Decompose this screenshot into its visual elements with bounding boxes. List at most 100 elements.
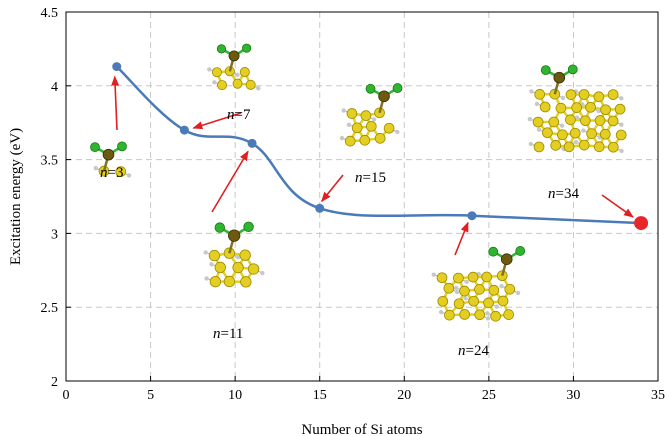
silicon-cluster (431, 246, 526, 322)
silicon-cluster (90, 141, 132, 178)
silicon-atom (504, 283, 516, 295)
hydrogen-atom (204, 276, 209, 281)
silicon-atom (607, 89, 619, 100)
cluster-label-value: =15 (363, 170, 386, 186)
silicon-atom (232, 78, 243, 89)
annotation-arrow (601, 194, 634, 218)
silicon-atom (359, 134, 371, 146)
silicon-atom (534, 89, 546, 100)
hydrogen-atom (235, 72, 240, 77)
hydrogen-atom (581, 128, 586, 133)
annotation-arrow (321, 174, 344, 203)
cluster-size-labels: n=3n=7n=11n=15n=24n=34 (100, 107, 579, 359)
silicon-atom (481, 271, 493, 283)
hydrogen-atom (431, 272, 436, 277)
silicon-atom (563, 141, 575, 153)
annotation-arrow (211, 150, 249, 213)
center-atom (228, 50, 240, 62)
silicon-atom (599, 128, 611, 140)
y-axis-label: Excitation energy (eV) (8, 128, 24, 265)
hydrogen-atom (463, 295, 468, 301)
silicon-atom (443, 282, 455, 294)
silicon-cluster (339, 83, 403, 147)
silicon-atom (488, 284, 500, 296)
hydrogen-atom (203, 250, 208, 255)
hydrogen-atom (235, 255, 241, 260)
x-tick-label: 5 (147, 388, 154, 403)
hydrogen-atom (527, 116, 533, 122)
silicon-atom (533, 141, 545, 153)
silicon-atom (209, 275, 222, 288)
silicon-atom (503, 309, 514, 320)
cluster-label-7: n=7 (227, 107, 251, 123)
center-atom (102, 148, 115, 161)
hydrogen-atom (256, 86, 261, 91)
hydrogen-atom (559, 123, 565, 128)
y-tick-labels: 2 2.5 3 3.5 4 4.5 (41, 6, 59, 390)
silicon-atom (607, 141, 619, 153)
hydrogen-atom (499, 284, 504, 289)
silicon-atom (467, 271, 479, 283)
chlorine-atom (488, 246, 499, 257)
hydrogen-atom (346, 122, 352, 128)
annotation-arrow (111, 75, 120, 131)
silicon-atom (593, 91, 605, 103)
silicon-atom (360, 110, 372, 121)
cluster-label-variable: n (548, 186, 556, 202)
silicon-atom (223, 275, 236, 288)
plot-frame (65, 11, 659, 382)
silicon-atom (615, 129, 627, 141)
silicon-atom (453, 272, 464, 284)
axis-ticks (65, 11, 659, 382)
silicon-atom (548, 116, 560, 128)
silicon-atom (607, 115, 619, 127)
chlorine-atom (392, 83, 403, 93)
silicon-atom (459, 309, 470, 320)
data-point (179, 125, 189, 135)
cluster-label-value: =7 (235, 107, 251, 123)
y-tick-label: 2.5 (41, 301, 59, 316)
cluster-label-variable: n (227, 107, 235, 123)
silicon-cluster (207, 43, 261, 91)
hydrogen-atom (536, 127, 542, 132)
grid-lines (66, 12, 658, 381)
hydrogen-atom (573, 139, 579, 145)
cluster-label-24: n=24 (458, 343, 489, 359)
cluster-label-34: n=34 (548, 186, 579, 202)
hydrogen-atom (619, 122, 624, 127)
silicon-atom (565, 114, 576, 126)
silicon-atom (453, 298, 465, 310)
chlorine-atom (214, 222, 225, 233)
data-point (112, 62, 122, 72)
x-tick-label: 30 (566, 388, 580, 403)
hydrogen-atom (485, 316, 491, 321)
hydrogen-atom (560, 95, 566, 101)
x-tick-label: 35 (651, 388, 665, 403)
center-atom (500, 253, 513, 265)
silicon-atom (593, 141, 605, 153)
x-tick-label: 20 (397, 388, 411, 403)
y-tick-label: 2 (51, 375, 58, 390)
silicon-atom (346, 108, 358, 119)
hydrogen-atom (464, 279, 469, 285)
silicon-atom (594, 115, 606, 126)
chlorine-atom (515, 246, 526, 256)
hydrogen-atom (93, 165, 98, 171)
hydrogen-atom (395, 129, 400, 135)
hydrogen-atom (341, 108, 346, 113)
silicon-atom (351, 122, 363, 134)
hydrogen-atom (212, 80, 217, 85)
silicon-atom (247, 263, 260, 275)
cluster-label-11: n=11 (213, 326, 243, 342)
chlorine-atom (243, 221, 254, 233)
silicon-atom (474, 309, 486, 321)
cluster-label-variable: n (458, 343, 466, 359)
cluster-label-variable: n (100, 165, 108, 181)
cluster-label-3: n=3 (100, 165, 123, 181)
silicon-atom (245, 79, 256, 90)
x-tick-labels: 0 5 10 15 20 25 30 35 (63, 388, 666, 403)
silicon-atom (374, 132, 386, 144)
y-tick-label: 4 (51, 80, 58, 95)
x-tick-label: 15 (313, 388, 327, 403)
annotation-arrow (454, 221, 469, 256)
